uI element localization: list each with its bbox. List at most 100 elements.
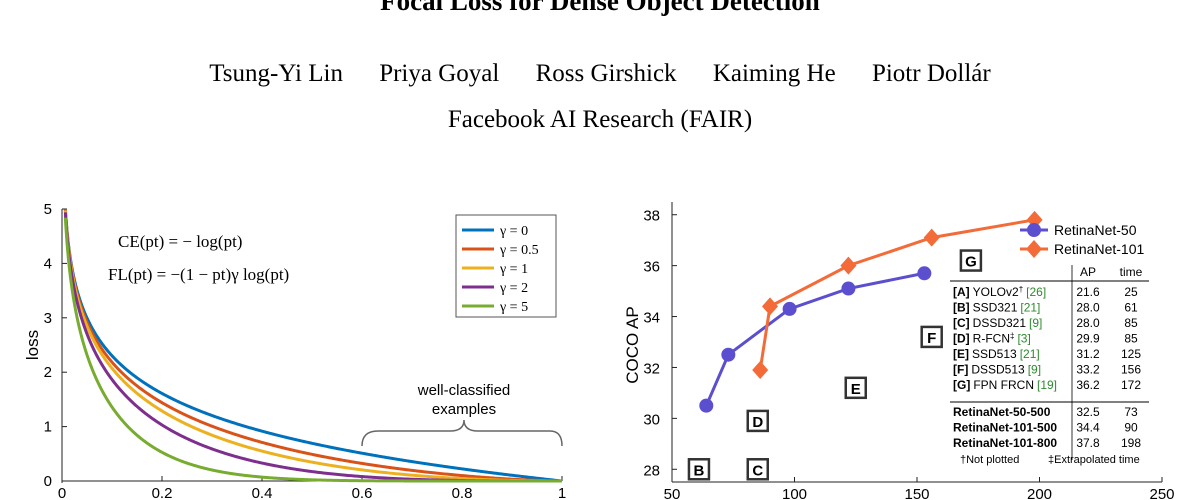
table-row-method: R-FCN bbox=[973, 332, 1010, 346]
y-tick-label: 1 bbox=[44, 419, 52, 436]
table-row-name: [C] DSSD321 [9] bbox=[953, 316, 1042, 330]
x-tick-label: 200 bbox=[1027, 486, 1052, 500]
legend-label: γ = 5 bbox=[499, 300, 528, 315]
y-tick-label: 3 bbox=[44, 310, 52, 327]
table-ap: 29.9 bbox=[1076, 332, 1100, 346]
x-tick-label: 50 bbox=[664, 486, 681, 500]
table-ap: 32.5 bbox=[1076, 405, 1100, 419]
retinanet101-point bbox=[840, 256, 857, 275]
y-tick-label: 0 bbox=[44, 473, 52, 490]
table-row-citation: [3] bbox=[1017, 332, 1030, 346]
loss-curve-1 bbox=[63, 209, 563, 483]
retinanet101-point bbox=[752, 361, 769, 379]
y-axis-label: loss bbox=[23, 330, 42, 360]
table-row-mark: † bbox=[1019, 285, 1023, 294]
y-tick-label: 2 bbox=[44, 364, 52, 381]
author-name: Ross Girshick bbox=[535, 60, 677, 87]
table-header: AP bbox=[1080, 265, 1096, 279]
table-row-citation: [26] bbox=[1026, 285, 1046, 299]
table-row-citation: [19] bbox=[1037, 378, 1057, 392]
detector-box-label: C bbox=[752, 462, 763, 479]
table-row-key: [G] bbox=[953, 378, 970, 392]
legend-label: γ = 0.5 bbox=[499, 243, 539, 258]
legend-label: RetinaNet-50 bbox=[1054, 222, 1137, 238]
table-time: 125 bbox=[1121, 347, 1141, 361]
table-ap: 28.0 bbox=[1076, 301, 1100, 315]
table-ap: 36.2 bbox=[1076, 378, 1100, 392]
focal-loss-chart: 0 1 2 3 4 5 0 0.2 0.4 0.6 0.8 1 loss CE(pt) = − log(p… bbox=[23, 201, 566, 500]
table-ap: 33.2 bbox=[1076, 363, 1100, 377]
table-row-method: FPN FRCN bbox=[973, 378, 1034, 392]
x-tick-label: 150 bbox=[904, 486, 929, 500]
retinanet50-point bbox=[917, 266, 932, 281]
table-row-method: DSSD321 bbox=[973, 316, 1027, 330]
table-row-method: DSSD513 bbox=[971, 363, 1025, 377]
table-ap: 28.0 bbox=[1076, 316, 1100, 330]
table-ours-name: RetinaNet-50-500 bbox=[953, 405, 1051, 419]
x-tick-label: 250 bbox=[1149, 486, 1174, 500]
table-row-key: [E] bbox=[953, 347, 969, 361]
table-time: 172 bbox=[1121, 378, 1141, 392]
annotation-text: examples bbox=[432, 401, 496, 418]
detector-box-label: B bbox=[694, 462, 705, 479]
y-tick-label: 30 bbox=[643, 411, 660, 428]
y-tick-label: 5 bbox=[44, 201, 52, 218]
detector-box-b bbox=[687, 458, 711, 481]
series-line-0 bbox=[704, 271, 925, 407]
table-row-name: [D] R-FCN‡ [3] bbox=[953, 331, 1031, 346]
author-list: Tsung-Yi Lin Priya Goyal Ross Girshick K… bbox=[0, 60, 1200, 88]
y-tick-label: 38 bbox=[643, 208, 660, 225]
table-ours-name: RetinaNet-101-500 bbox=[953, 421, 1057, 435]
detector-box-g bbox=[959, 249, 983, 272]
retinanet101-point bbox=[923, 228, 940, 247]
ce-equation: CE(pt) = − log(pt) bbox=[118, 232, 242, 251]
author-name: Priya Goyal bbox=[379, 60, 500, 87]
loss-curve-4 bbox=[63, 217, 562, 483]
fl-equation: FL(pt) = −(1 − pt)γ log(pt) bbox=[108, 265, 289, 284]
table-time: 90 bbox=[1124, 421, 1138, 435]
table-row-method: YOLOv2 bbox=[973, 285, 1019, 299]
table-footnote: ‡Extrapolated time bbox=[1048, 454, 1140, 466]
retinanet50-point bbox=[721, 347, 736, 362]
table-ap: 37.8 bbox=[1076, 436, 1100, 450]
table-row-name: [F] DSSD513 [9] bbox=[953, 363, 1041, 377]
table-row-citation: [21] bbox=[1020, 301, 1040, 315]
author-name: Piotr Dollár bbox=[871, 60, 991, 87]
table-time: 85 bbox=[1124, 316, 1138, 330]
table-row-key: [F] bbox=[953, 363, 968, 377]
table-row-citation: [9] bbox=[1029, 316, 1042, 330]
detector-box-e bbox=[844, 376, 867, 400]
legend-box bbox=[455, 214, 557, 318]
retinanet50-point bbox=[782, 301, 797, 316]
legend-label: RetinaNet-101 bbox=[1054, 241, 1144, 257]
table-time: 61 bbox=[1124, 301, 1138, 315]
table-time: 73 bbox=[1124, 405, 1138, 419]
detector-box-label: F bbox=[927, 330, 936, 347]
retinanet50-point bbox=[699, 398, 714, 413]
x-tick-label: 0.6 bbox=[352, 485, 373, 500]
table-time: 156 bbox=[1121, 363, 1141, 377]
x-tick-label: 0.8 bbox=[452, 485, 473, 500]
table-row-key: [A] bbox=[953, 285, 970, 299]
y-tick-label: 34 bbox=[643, 310, 660, 327]
table-ap: 21.6 bbox=[1076, 285, 1100, 299]
table-header: time bbox=[1120, 265, 1143, 279]
y-tick-label: 36 bbox=[643, 259, 660, 276]
detector-box-f bbox=[920, 325, 943, 349]
detector-box-c bbox=[746, 458, 769, 481]
legend-label: γ = 1 bbox=[499, 262, 528, 277]
table-row-method: SSD513 bbox=[972, 347, 1017, 361]
table-footnote: †Not plotted bbox=[960, 454, 1019, 466]
table-row-key: [B] bbox=[953, 301, 970, 315]
comparison-table: AP time[A] YOLOv2† [26] 21.6 25[B] SSD321 [21] 2… bbox=[950, 265, 1149, 466]
affiliation: Facebook AI Research (FAIR) bbox=[447, 106, 753, 133]
legend-label: γ = 2 bbox=[499, 281, 528, 296]
author-name: Kaiming He bbox=[712, 60, 836, 87]
y-tick-label: 32 bbox=[643, 360, 660, 377]
y-tick-label: 4 bbox=[44, 255, 52, 272]
y-axis-label: COCO AP bbox=[623, 306, 642, 383]
coco-ap-chart: 28 30 32 34 36 38 50 100 150 200 250 COCO AP B C D E F G R… bbox=[623, 202, 1175, 500]
table-ap: 34.4 bbox=[1076, 421, 1100, 435]
loss-curve-0 bbox=[63, 208, 563, 483]
table-row-name: [A] YOLOv2† [26] bbox=[953, 285, 1046, 300]
